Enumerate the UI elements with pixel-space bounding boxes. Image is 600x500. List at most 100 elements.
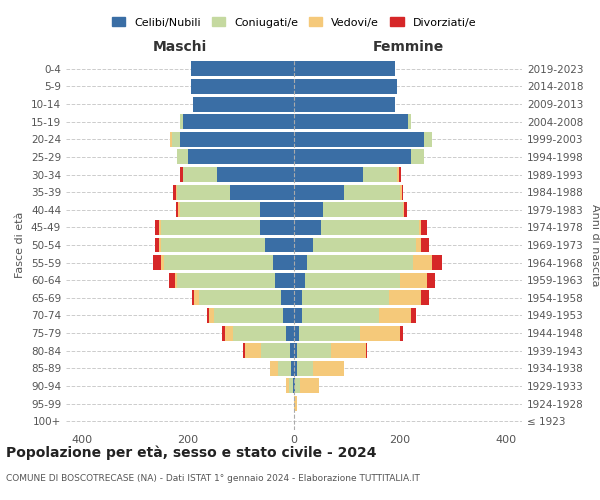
- Bar: [305, 272, 400, 287]
- Bar: [408, 114, 410, 129]
- Bar: [294, 150, 410, 164]
- Bar: [180, 132, 294, 147]
- Bar: [173, 184, 176, 200]
- Bar: [182, 114, 294, 129]
- Bar: [194, 290, 199, 306]
- Bar: [313, 238, 416, 252]
- Bar: [230, 184, 294, 200]
- Bar: [294, 290, 302, 306]
- Y-axis label: Anni di nascita: Anni di nascita: [590, 204, 600, 286]
- Bar: [294, 202, 323, 217]
- Bar: [294, 114, 408, 129]
- Bar: [410, 308, 416, 323]
- Bar: [273, 255, 294, 270]
- Text: COMUNE DI BOSCOTRECASE (NA) - Dati ISTAT 1° gennaio 2024 - Elaborazione TUTTITAL: COMUNE DI BOSCOTRECASE (NA) - Dati ISTAT…: [6, 474, 420, 483]
- Bar: [307, 255, 413, 270]
- Bar: [294, 62, 395, 76]
- Bar: [286, 326, 294, 340]
- Bar: [233, 326, 286, 340]
- Bar: [365, 343, 367, 358]
- Bar: [270, 361, 278, 376]
- Bar: [294, 184, 344, 200]
- Bar: [404, 202, 407, 217]
- Bar: [260, 343, 290, 358]
- Bar: [209, 308, 214, 323]
- Bar: [260, 202, 294, 217]
- Bar: [245, 343, 260, 358]
- Bar: [161, 255, 164, 270]
- Bar: [294, 96, 395, 112]
- Bar: [302, 308, 379, 323]
- Bar: [389, 290, 421, 306]
- Bar: [294, 132, 424, 147]
- Bar: [286, 378, 289, 394]
- Bar: [178, 184, 230, 200]
- Bar: [206, 308, 209, 323]
- Bar: [176, 184, 178, 200]
- Bar: [416, 238, 421, 252]
- Bar: [180, 114, 182, 129]
- Bar: [294, 167, 363, 182]
- Bar: [400, 326, 403, 340]
- Bar: [379, 308, 410, 323]
- Bar: [294, 255, 307, 270]
- Bar: [178, 150, 188, 164]
- Bar: [294, 220, 320, 235]
- Bar: [400, 184, 401, 200]
- Bar: [421, 238, 429, 252]
- Bar: [217, 167, 294, 182]
- Bar: [188, 150, 294, 164]
- Bar: [294, 343, 296, 358]
- Bar: [199, 290, 281, 306]
- Bar: [401, 184, 403, 200]
- Bar: [427, 272, 434, 287]
- Bar: [178, 272, 275, 287]
- Bar: [164, 255, 273, 270]
- Bar: [180, 202, 260, 217]
- Bar: [294, 308, 302, 323]
- Bar: [155, 220, 159, 235]
- Bar: [419, 220, 421, 235]
- Bar: [175, 272, 178, 287]
- Bar: [182, 167, 217, 182]
- Bar: [161, 220, 260, 235]
- Bar: [363, 167, 397, 182]
- Bar: [169, 272, 175, 287]
- Bar: [292, 361, 294, 376]
- Bar: [191, 290, 194, 306]
- Bar: [275, 272, 294, 287]
- Bar: [283, 308, 294, 323]
- Bar: [344, 184, 400, 200]
- Bar: [360, 326, 400, 340]
- Bar: [294, 272, 305, 287]
- Bar: [193, 96, 294, 112]
- Text: Femmine: Femmine: [373, 40, 443, 54]
- Bar: [178, 202, 180, 217]
- Bar: [214, 308, 283, 323]
- Bar: [320, 220, 419, 235]
- Bar: [278, 361, 292, 376]
- Bar: [421, 290, 429, 306]
- Bar: [294, 378, 295, 394]
- Bar: [191, 62, 294, 76]
- Bar: [302, 290, 389, 306]
- Bar: [170, 132, 172, 147]
- Bar: [295, 378, 301, 394]
- Bar: [331, 343, 365, 358]
- Bar: [424, 132, 432, 147]
- Bar: [293, 378, 294, 394]
- Bar: [172, 132, 180, 147]
- Bar: [281, 290, 294, 306]
- Bar: [403, 202, 404, 217]
- Bar: [296, 361, 313, 376]
- Bar: [155, 238, 159, 252]
- Bar: [265, 238, 294, 252]
- Bar: [223, 326, 225, 340]
- Bar: [397, 167, 399, 182]
- Bar: [180, 167, 182, 182]
- Bar: [421, 220, 427, 235]
- Bar: [296, 343, 331, 358]
- Bar: [432, 255, 442, 270]
- Bar: [301, 378, 319, 394]
- Text: Popolazione per età, sesso e stato civile - 2024: Popolazione per età, sesso e stato civil…: [6, 446, 377, 460]
